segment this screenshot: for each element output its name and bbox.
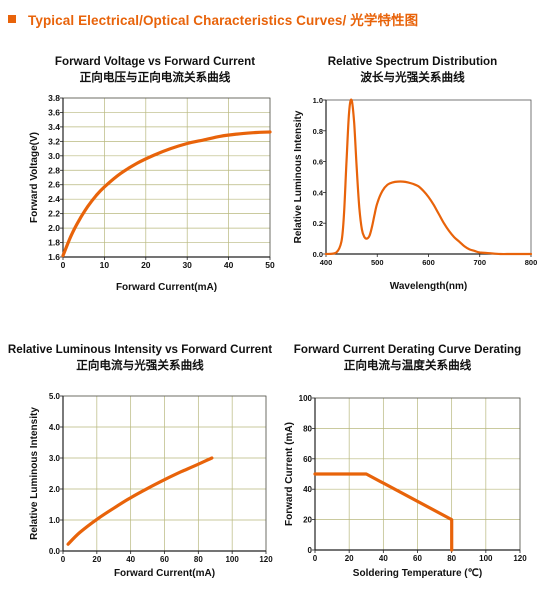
series-line (313, 472, 454, 552)
x-tick-label: 80 (447, 554, 456, 563)
chart-4-subtitle: 正向电流与温度关系曲线 (343, 359, 472, 372)
chart-2-subtitle: 波长与光强关系曲线 (360, 71, 465, 84)
y-tick-label: 3.2 (48, 136, 60, 146)
chart-4: 0 20 40 60 80 100 120 0 20 40 60 80 100 Soldering Tem… (284, 394, 527, 579)
x-tick-label: 60 (160, 555, 169, 564)
y-tick-label: 0 (308, 546, 313, 555)
chart-2: 400 500 600 700 800 0.0 0.2 0.4 0.6 0.8 1.0 Wavelen… (293, 96, 537, 292)
y-tick-label: 0.4 (313, 188, 324, 197)
section-title: Typical Electrical/Optical Characteristi… (28, 13, 419, 28)
series-line (61, 130, 272, 258)
x-tick-label: 40 (126, 555, 135, 564)
x-tick-label: 10 (100, 260, 110, 270)
x-tick-label: 100 (225, 555, 239, 564)
y-tick-label: 0.6 (313, 158, 323, 167)
y-tick-label: 3.6 (48, 107, 60, 117)
x-axis-label: Soldering Temperature (℃) (353, 568, 482, 579)
x-tick-label: 0 (61, 555, 66, 564)
y-tick-label: 100 (299, 394, 313, 403)
x-tick-label: 500 (371, 258, 384, 267)
x-tick-label: 30 (182, 260, 192, 270)
y-tick-label: 1.6 (48, 252, 60, 262)
y-tick-label: 2.0 (49, 485, 61, 494)
y-axis-label: Forward Voltage(V) (29, 132, 40, 223)
y-tick-label: 2.6 (48, 180, 60, 190)
x-tick-label: 600 (422, 258, 435, 267)
x-tick-label: 60 (413, 554, 422, 563)
x-tick-label: 40 (379, 554, 388, 563)
chart-1-title: Forward Voltage vs Forward Current (54, 55, 256, 68)
y-tick-label: 0.0 (49, 547, 61, 556)
x-tick-label: 0 (61, 260, 66, 270)
y-tick-label: 3.8 (48, 93, 60, 103)
y-tick-label: 1.8 (48, 238, 60, 248)
y-tick-label: 60 (303, 455, 312, 464)
y-tick-label: 1.0 (49, 516, 61, 525)
y-tick-label: 1.0 (313, 96, 323, 105)
y-tick-label: 2.8 (48, 165, 60, 175)
chart-2-title-block: Relative Spectrum Distribution 波长与光强关系曲线 (290, 54, 535, 86)
x-tick-label: 80 (194, 555, 203, 564)
chart-2-title: Relative Spectrum Distribution (327, 55, 498, 68)
y-tick-label: 4.0 (49, 423, 61, 432)
x-tick-label: 120 (259, 555, 273, 564)
y-tick-label: 0.0 (313, 250, 323, 259)
y-tick-label: 0.8 (313, 127, 323, 136)
series-line (324, 98, 533, 256)
chart-3-title: Relative Luminous Intensity vs Forward C… (7, 343, 273, 356)
y-tick-label: 40 (303, 485, 312, 494)
y-tick-label: 20 (303, 516, 312, 525)
plot-frame (62, 97, 271, 258)
chart-4-title: Forward Current Derating Curve Derating (293, 343, 522, 356)
x-tick-label: 700 (473, 258, 486, 267)
x-axis-label: Forward Current(mA) (116, 282, 217, 293)
x-tick-label: 0 (313, 554, 318, 563)
y-tick-label: 80 (303, 424, 312, 433)
chart-1-subtitle: 正向电压与正向电流关系曲线 (79, 71, 231, 84)
chart-4-title-block: Forward Current Derating Curve Derating … (280, 342, 535, 374)
chart-3: 0 20 40 60 80 100 120 0.0 1.0 2.0 3.0 4.0 5.0 Forward… (29, 392, 273, 579)
x-axis-label: Forward Current(mA) (114, 568, 215, 579)
y-tick-label: 3.4 (48, 122, 60, 132)
bullet-square-icon (8, 15, 16, 23)
x-tick-label: 20 (345, 554, 354, 563)
x-tick-label: 50 (265, 260, 275, 270)
y-tick-label: 2.0 (48, 223, 60, 233)
x-tick-label: 40 (224, 260, 234, 270)
y-axis-label: Relative Luminous Intensity (29, 407, 40, 540)
x-tick-label: 20 (141, 260, 151, 270)
y-axis-label: Forward Current (mA) (284, 422, 295, 526)
y-tick-label: 3.0 (48, 151, 60, 161)
x-tick-label: 800 (525, 258, 538, 267)
chart-3-subtitle: 正向电流与光强关系曲线 (76, 359, 204, 372)
y-tick-label: 2.2 (48, 209, 60, 219)
x-tick-label: 100 (479, 554, 493, 563)
y-tick-label: 5.0 (49, 392, 61, 401)
y-tick-label: 3.0 (49, 454, 61, 463)
y-axis-label: Relative Luminous Intensity (293, 110, 304, 243)
x-axis-label: Wavelength(nm) (390, 281, 467, 292)
chart-1: 0 10 20 30 40 50 1.6 1.8 2.0 2.2 2.4 2.6 2.8 3.0 3.2 3.… (29, 93, 275, 293)
chart-1-title-block: Forward Voltage vs Forward Current 正向电压与… (20, 54, 290, 86)
section-header: Typical Electrical/Optical Characteristi… (8, 8, 418, 30)
x-tick-label: 20 (92, 555, 101, 564)
y-tick-label: 2.4 (48, 194, 60, 204)
series-line (66, 456, 214, 546)
chart-3-title-block: Relative Luminous Intensity vs Forward C… (5, 342, 275, 374)
y-tick-label: 0.2 (313, 219, 323, 228)
x-tick-label: 400 (320, 258, 333, 267)
x-tick-label: 120 (513, 554, 527, 563)
